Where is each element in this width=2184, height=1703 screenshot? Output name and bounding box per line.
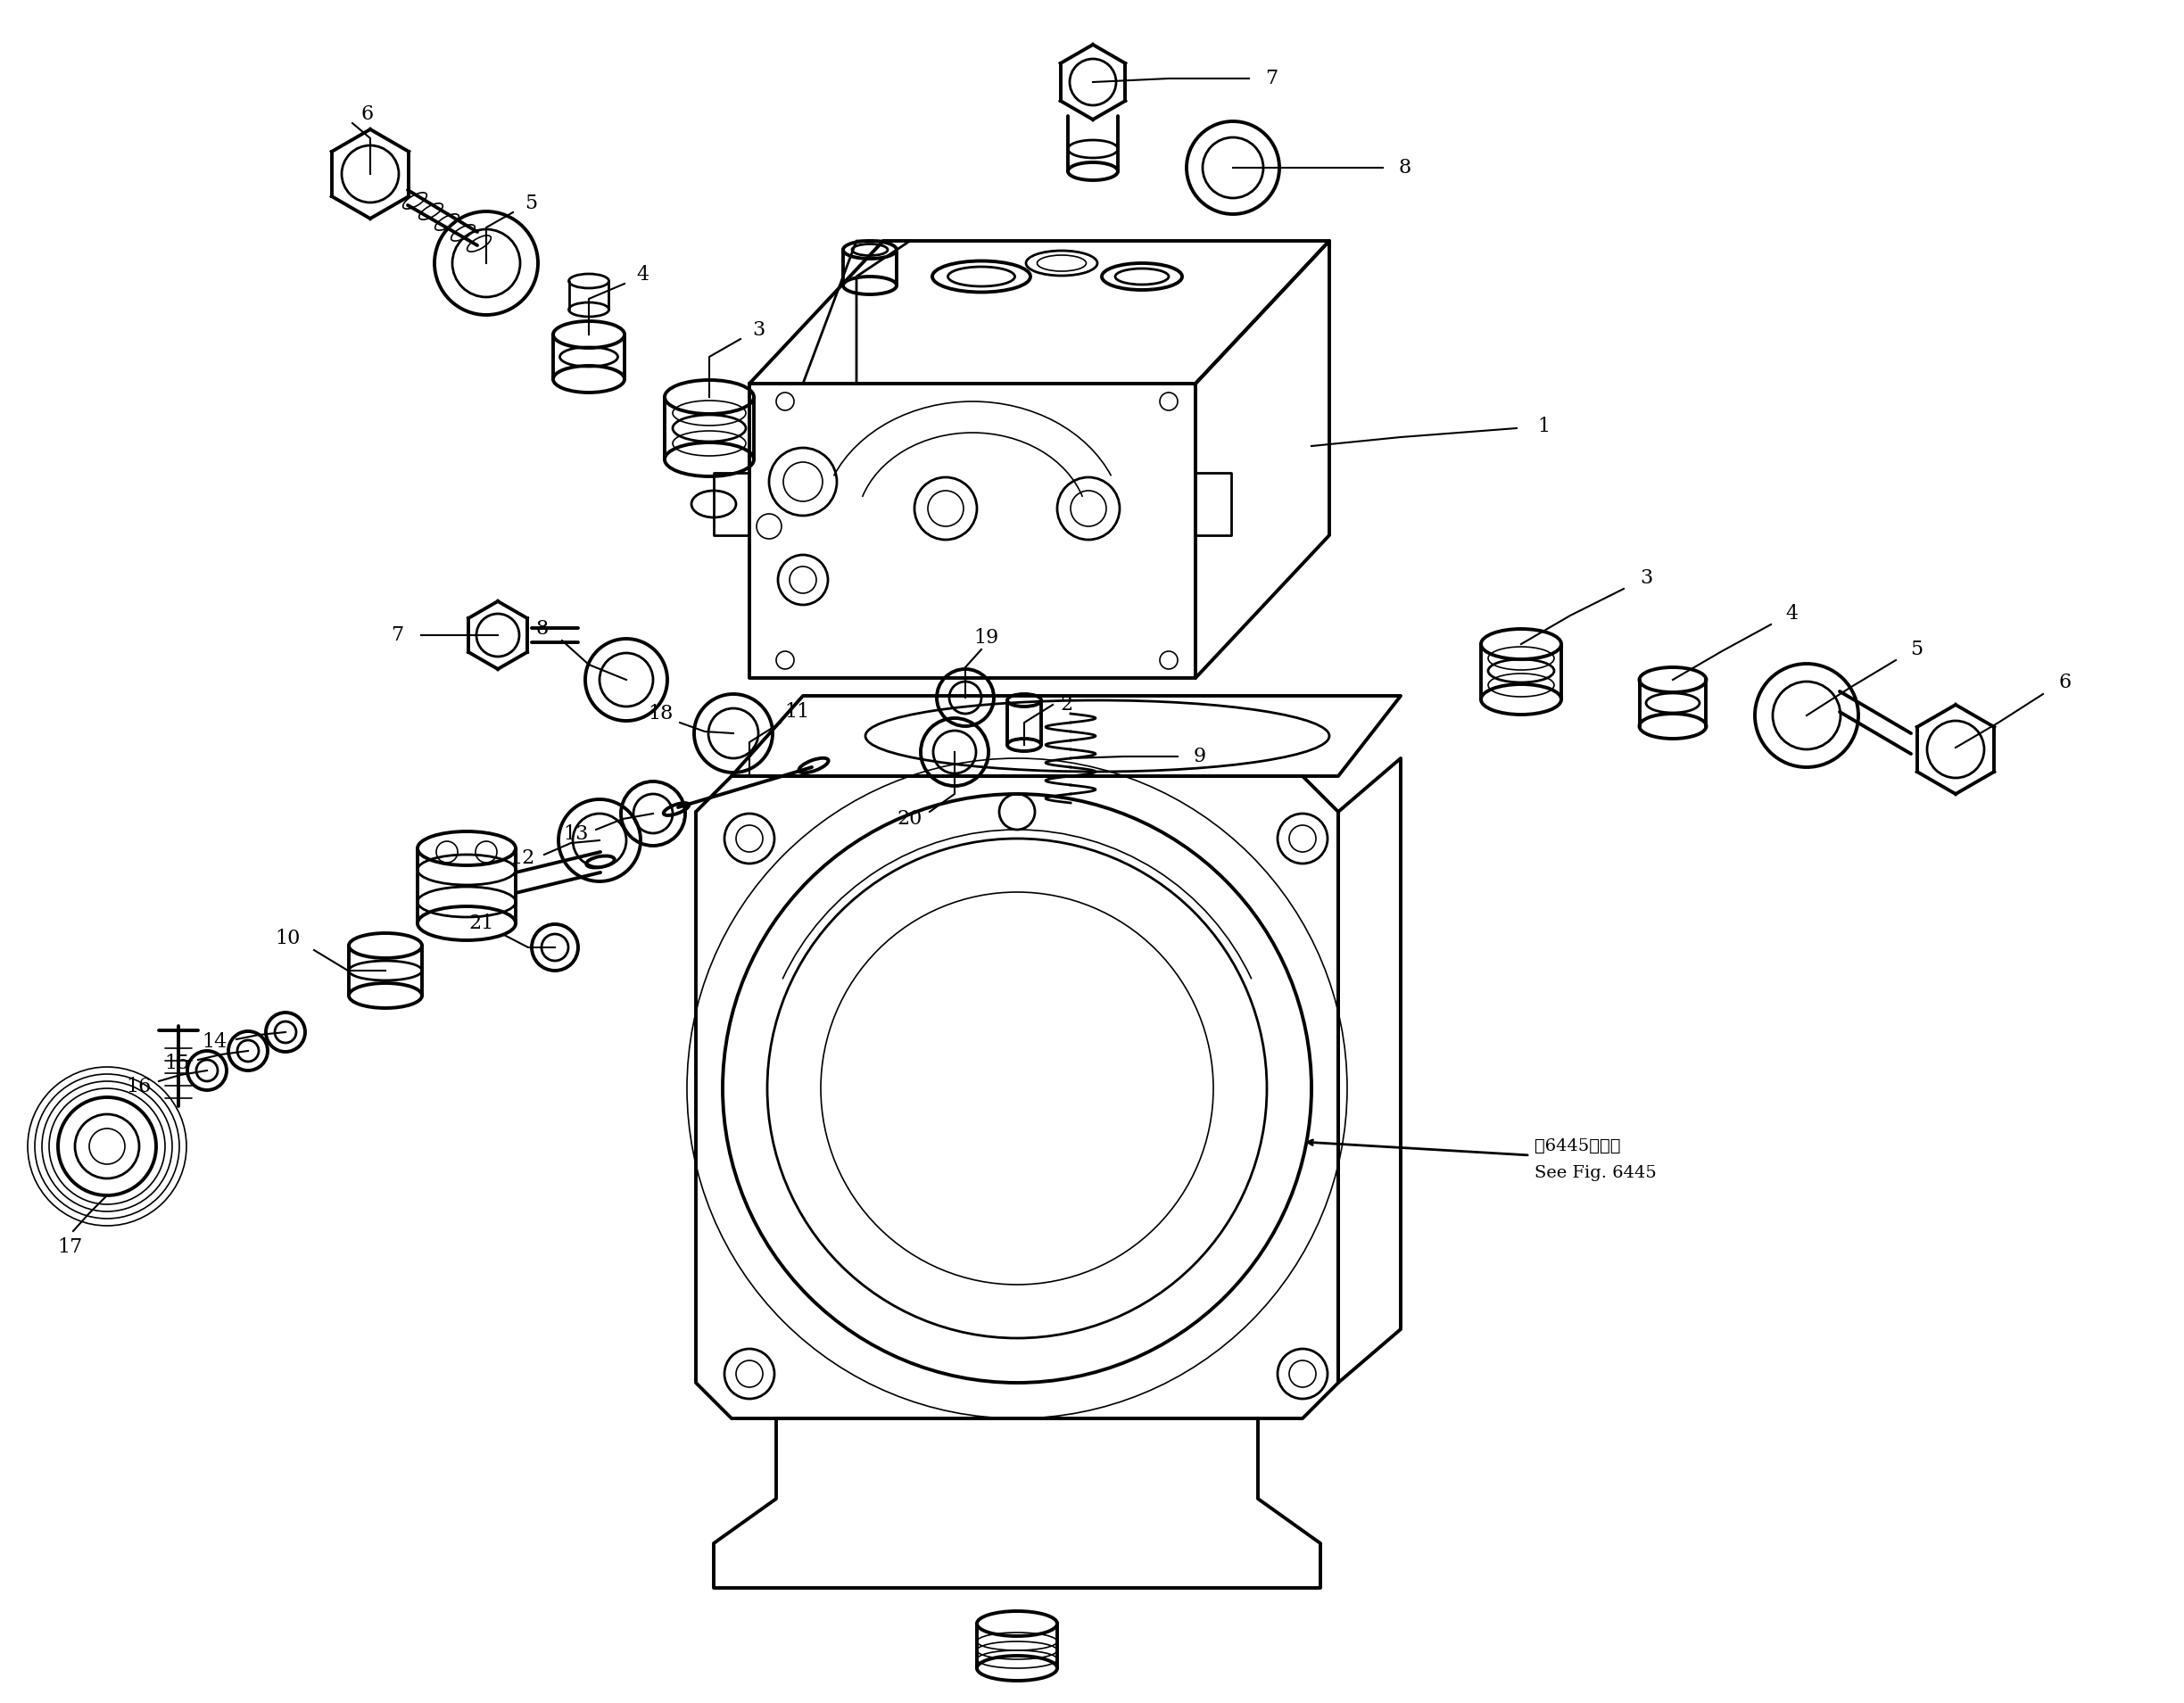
Text: 6: 6 xyxy=(360,104,373,124)
Text: 1: 1 xyxy=(1538,417,1551,436)
Text: 4: 4 xyxy=(1784,605,1797,623)
Text: 3: 3 xyxy=(1640,569,1653,588)
Text: 12: 12 xyxy=(509,848,535,869)
Text: 第6445図参照: 第6445図参照 xyxy=(1535,1138,1621,1155)
Text: 5: 5 xyxy=(524,194,537,213)
Text: 8: 8 xyxy=(535,620,548,639)
Text: 15: 15 xyxy=(164,1054,190,1073)
Text: 5: 5 xyxy=(1911,640,1922,659)
Text: 3: 3 xyxy=(751,320,764,341)
Text: 11: 11 xyxy=(784,702,810,722)
Text: 10: 10 xyxy=(275,928,299,949)
Text: See Fig. 6445: See Fig. 6445 xyxy=(1535,1165,1655,1182)
Text: 18: 18 xyxy=(646,703,673,724)
Text: 2: 2 xyxy=(1059,695,1072,715)
Text: 6: 6 xyxy=(2060,673,2073,691)
Text: 19: 19 xyxy=(974,628,998,647)
Text: 16: 16 xyxy=(127,1076,151,1097)
Text: 13: 13 xyxy=(563,824,587,845)
Text: 17: 17 xyxy=(57,1238,83,1257)
Text: 14: 14 xyxy=(201,1032,227,1052)
Text: 21: 21 xyxy=(470,913,494,933)
Text: 9: 9 xyxy=(1195,746,1206,766)
Text: 20: 20 xyxy=(898,809,922,829)
Text: 7: 7 xyxy=(391,625,404,645)
Text: 8: 8 xyxy=(1398,158,1411,177)
Text: 7: 7 xyxy=(1265,68,1278,89)
Text: 4: 4 xyxy=(636,266,649,284)
